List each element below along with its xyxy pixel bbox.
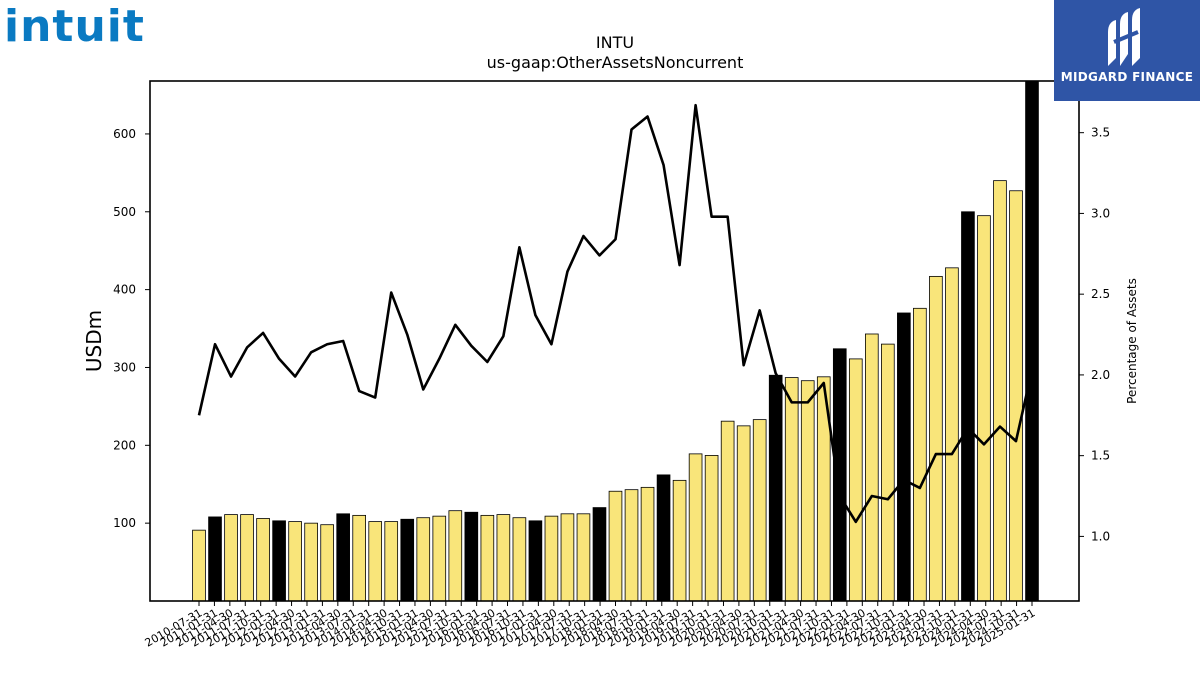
bar: [784, 377, 799, 602]
bar: [432, 515, 447, 602]
bar: [1025, 80, 1039, 602]
line-series: [197, 103, 1034, 524]
bar: [832, 348, 847, 602]
x-axis: 2010-07-312011-01-312011-04-302011-07-31…: [143, 601, 1038, 650]
y-axis-left: 100 200 300 400 500 600: [113, 127, 150, 530]
bar: [993, 180, 1007, 602]
bar: [720, 420, 735, 602]
y2-tick-label: 1.5: [1091, 449, 1110, 463]
bar: [336, 513, 350, 602]
bar: [240, 514, 254, 602]
bar: [512, 517, 527, 602]
y2-tick-label: 3.0: [1091, 206, 1110, 220]
bar: [288, 521, 302, 602]
bar: [736, 425, 751, 602]
midgard-finance-logo: MIDGARD FINANCE: [1054, 0, 1200, 101]
bar: [416, 517, 431, 602]
bar: [1009, 190, 1023, 602]
bar: [608, 490, 623, 602]
y-tick-label: 600: [113, 127, 136, 141]
y-tick-label: 100: [113, 516, 136, 530]
bar: [544, 515, 559, 602]
bar: [448, 510, 463, 602]
bar: [320, 524, 334, 602]
y-tick-label: 200: [113, 438, 136, 452]
percentage-line: [197, 103, 1034, 524]
y2-tick-label: 2.5: [1091, 287, 1110, 301]
chart-subtitle: us-gaap:OtherAssetsNoncurrent: [487, 53, 744, 72]
bar: [192, 529, 206, 602]
bar: [272, 520, 286, 602]
y2-tick-label: 1.0: [1091, 529, 1110, 543]
bar: [768, 374, 783, 602]
bar: [352, 514, 366, 602]
y2-axis-label: Percentage of Assets: [1125, 278, 1139, 404]
y2-tick-label: 2.0: [1091, 368, 1110, 382]
bar: [704, 455, 719, 602]
bar: [496, 514, 511, 602]
bar: [464, 511, 479, 602]
intuit-logo: intuit: [4, 4, 154, 50]
bar: [560, 513, 575, 602]
bar: [977, 215, 991, 602]
bar: [752, 419, 767, 602]
bar: [945, 267, 959, 602]
y-tick-label: 400: [113, 283, 136, 297]
bar: [672, 479, 687, 602]
bar: [384, 521, 399, 602]
midgard-brand-text: MIDGARD FINANCE: [1060, 70, 1194, 84]
bar: [800, 380, 815, 602]
bar: [929, 275, 943, 602]
bar: [576, 513, 591, 602]
y-axis-right: 1.0 1.5 2.0 2.5 3.0 3.5: [1079, 126, 1110, 543]
y-axis-label: USDm: [82, 310, 106, 372]
bar: [624, 489, 639, 602]
plot-frame: [149, 80, 1080, 602]
midgard-emblem-icon: [1108, 8, 1140, 66]
bar: [400, 518, 415, 602]
chart-title: INTU: [596, 33, 634, 52]
bar: [897, 312, 911, 602]
bar: [368, 521, 383, 602]
y-tick-label: 300: [113, 360, 136, 374]
bar: [865, 333, 879, 602]
bar: [224, 514, 238, 602]
bar: [913, 307, 927, 602]
y-tick-label: 500: [113, 205, 136, 219]
y2-tick-label: 3.5: [1091, 126, 1110, 140]
bar: [656, 474, 671, 602]
bar: [480, 514, 495, 602]
bar-series: [192, 80, 1039, 602]
intuit-wordmark: intuit: [4, 1, 145, 52]
bar: [848, 358, 863, 602]
bar: [304, 522, 318, 602]
bar: [528, 520, 543, 602]
bar: [208, 516, 222, 602]
bar: [592, 507, 607, 602]
bar: [961, 211, 975, 602]
bar: [256, 518, 270, 602]
bar: [881, 343, 895, 602]
bar: [640, 486, 655, 602]
bar: [688, 453, 703, 602]
